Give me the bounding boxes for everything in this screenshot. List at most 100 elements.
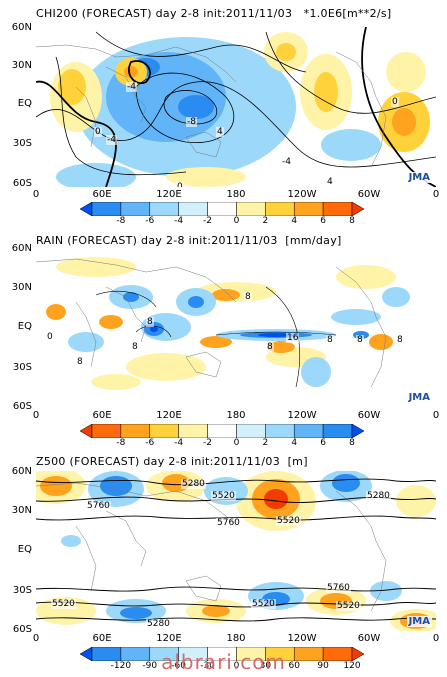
lon-label: 0 <box>432 189 440 200</box>
lon-label: 120E <box>156 410 182 421</box>
contour-label: 4 <box>326 177 334 187</box>
contour-label: -4 <box>106 135 117 145</box>
lon-label: 60W <box>357 410 381 421</box>
lon-label: 60E <box>92 633 112 644</box>
rain-panel: RAIN (FORECAST) day 2-8 init:2011/11/03 … <box>0 227 447 448</box>
contour-label: 8 <box>244 292 252 302</box>
lat-label: 30N <box>11 60 32 71</box>
colorbar-swatch <box>236 423 266 439</box>
lat-label: EQ <box>17 544 32 555</box>
lon-label: 60E <box>92 410 112 421</box>
lon-label: 0 <box>32 633 40 644</box>
jma-logo: JMA <box>406 392 432 403</box>
contour-label: 5520 <box>251 599 276 609</box>
colorbar-arrow-right <box>351 201 365 217</box>
z500-panel: Z500 (FORECAST) day 2-8 init:2011/11/03 … <box>0 448 447 671</box>
lat-label: 60N <box>11 243 32 254</box>
colorbar-tick-label: -120 <box>110 661 132 671</box>
contour-label: 8 <box>146 317 154 327</box>
rain-field <box>36 247 436 407</box>
colorbar-swatch <box>149 201 179 217</box>
contour-label: 16 <box>286 333 300 343</box>
colorbar-tick-label: -6 <box>145 216 155 226</box>
colorbar-tick-label: -8 <box>116 438 126 448</box>
colorbar-swatch <box>178 423 208 439</box>
colorbar-swatch <box>322 423 353 439</box>
contour-label: 8 <box>131 342 139 352</box>
contour-label: 5280 <box>181 479 206 489</box>
colorbar-tick-label: 0 <box>233 438 240 448</box>
lon-label: 60E <box>92 189 112 200</box>
contour-label: 8 <box>356 335 364 345</box>
contour-label: 0 <box>391 97 399 107</box>
contour-label: 8 <box>326 335 334 345</box>
lat-label: EQ <box>17 321 32 332</box>
colorbar <box>79 423 365 439</box>
colorbar <box>79 201 365 217</box>
lat-label: 60S <box>12 401 32 412</box>
z500-field <box>36 471 436 631</box>
contour-label: 5520 <box>276 516 301 526</box>
rain-map: JMA 8 8 8 16 8 8 8 8 8 0 <box>36 247 436 407</box>
colorbar-tick-label: 6 <box>320 216 326 226</box>
lat-label: 30S <box>12 585 32 596</box>
lat-label: EQ <box>17 98 32 109</box>
chi200-map: JMA -4 -4 -4 -8 0 0 4 4 0 <box>36 27 436 187</box>
lon-label: 60W <box>357 189 381 200</box>
panel-title: CHI200 (FORECAST) day 2-8 init:2011/11/0… <box>36 7 392 20</box>
lon-label: 180 <box>226 189 246 200</box>
contour-label: 5520 <box>51 599 76 609</box>
contour-label: 5520 <box>336 601 361 611</box>
colorbar-tick-label: -60 <box>171 661 187 671</box>
contour-label: 5280 <box>146 619 171 629</box>
lat-label: 60S <box>12 178 32 189</box>
colorbar-swatch <box>236 201 266 217</box>
colorbar-swatch <box>149 423 179 439</box>
contour-label: -8 <box>186 117 197 127</box>
colorbar-tick-label: -8 <box>116 216 126 226</box>
lon-label: 180 <box>226 410 246 421</box>
colorbar-tick-label: -30 <box>200 661 215 671</box>
colorbar-tick-label: -6 <box>145 438 155 448</box>
contour-label: 8 <box>76 357 84 367</box>
lon-label: 0 <box>432 633 440 644</box>
contour-label: 5760 <box>326 583 351 593</box>
colorbar-swatch <box>207 423 237 439</box>
contour-label: 5760 <box>86 501 111 511</box>
contour-label: 5280 <box>366 491 391 501</box>
lon-label: 60W <box>357 633 381 644</box>
colorbar-swatch <box>120 201 151 217</box>
lat-label: 30N <box>11 505 32 516</box>
lon-label: 180 <box>226 633 246 644</box>
contour-label: 8 <box>396 335 404 345</box>
contour-label: 5520 <box>211 491 236 501</box>
lon-label: 120W <box>287 189 317 200</box>
jma-logo: JMA <box>406 172 432 183</box>
colorbar-tick-label: -2 <box>203 438 213 448</box>
colorbar-arrow-right <box>351 646 365 662</box>
lon-label: 0 <box>432 410 440 421</box>
colorbar-tick-label: -4 <box>174 438 184 448</box>
colorbar-swatch <box>178 201 208 217</box>
lon-label: 120W <box>287 410 317 421</box>
z500-map: JMA 5280 5520 5760 5760 5520 5280 5520 5760 5520… <box>36 471 436 631</box>
colorbar-swatch <box>91 201 122 217</box>
colorbar-tick-label: -2 <box>203 216 213 226</box>
lat-label: 60S <box>12 624 32 635</box>
colorbar-tick-label: 4 <box>291 438 298 448</box>
colorbar-arrow-left <box>79 423 93 439</box>
colorbar-swatch <box>322 201 353 217</box>
colorbar-tick-label: 90 <box>317 661 329 671</box>
colorbar-swatch <box>293 201 324 217</box>
colorbar-tick-label: -4 <box>174 216 184 226</box>
colorbar-tick-label: 2 <box>262 216 269 226</box>
lon-label: 120E <box>156 189 182 200</box>
lat-label: 60N <box>11 22 32 33</box>
colorbar-swatch <box>91 423 122 439</box>
jma-logo: JMA <box>406 616 432 627</box>
contour-label: -4 <box>281 157 292 167</box>
colorbar-tick-label: 30 <box>259 661 272 671</box>
contour-label: 0 <box>176 182 184 187</box>
colorbar-arrow-left <box>79 201 93 217</box>
lon-label: 0 <box>32 189 40 200</box>
